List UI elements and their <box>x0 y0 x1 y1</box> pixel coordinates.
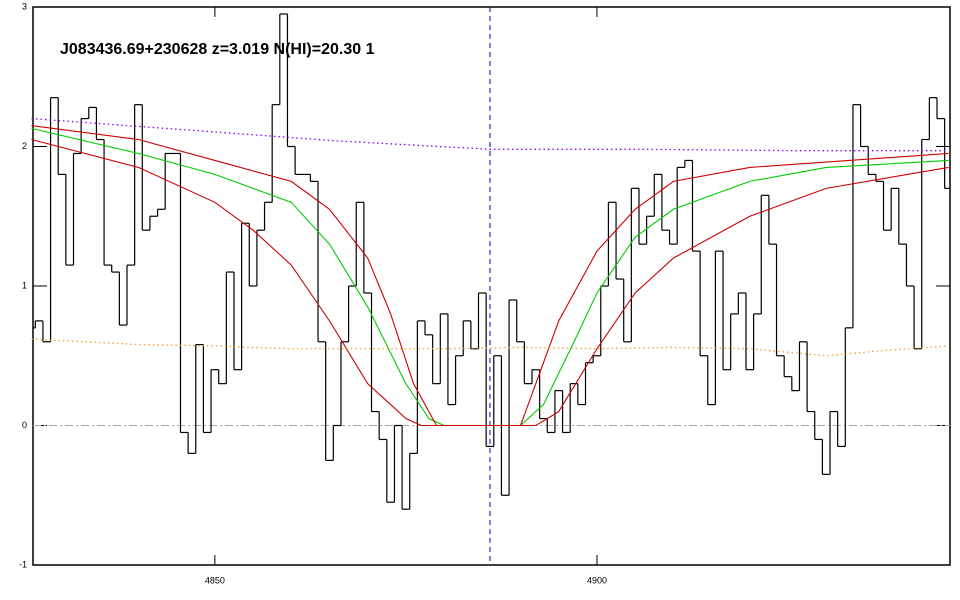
plot-frame <box>32 6 951 566</box>
y-tick-label: 2 <box>22 141 27 151</box>
y-tick-label: 1 <box>22 280 27 290</box>
x-tick-label: 4850 <box>205 575 225 585</box>
y-tick-label: -1 <box>19 559 27 569</box>
chart-title: J083436.69+230628 z=3.019 N(HI)=20.30 1 <box>60 41 375 58</box>
model-curve <box>31 138 949 427</box>
y-tick-label: 3 <box>22 1 27 11</box>
dotted-curve <box>31 338 949 357</box>
x-tick-label: 4900 <box>587 575 607 585</box>
dotted-curve <box>31 117 949 152</box>
y-tick-label: 0 <box>22 420 27 430</box>
